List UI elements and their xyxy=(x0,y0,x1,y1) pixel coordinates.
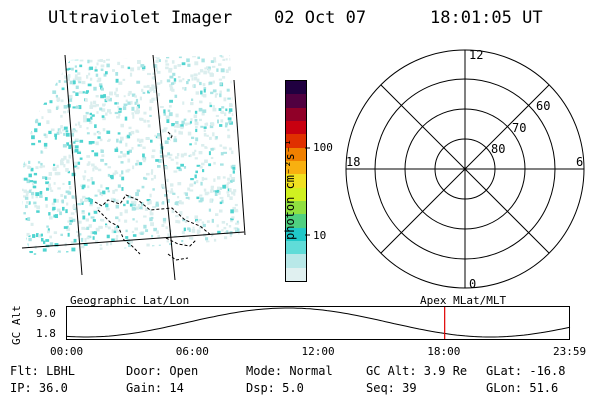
orbit-x-tick-label: 12:00 xyxy=(301,345,335,358)
color-scale-bar xyxy=(285,80,307,282)
lat-label-80: 80 xyxy=(491,142,505,156)
color-scale-segment xyxy=(286,174,306,188)
color-scale-segment xyxy=(286,161,306,175)
color-scale-segment xyxy=(286,214,306,228)
geographic-image-panel xyxy=(21,54,246,281)
lat-label-70: 70 xyxy=(512,121,526,135)
orbit-x-tick-label: 00:00 xyxy=(50,345,84,358)
lat-label-60: 60 xyxy=(536,99,550,113)
color-scale-ticks xyxy=(305,147,310,236)
color-scale-unit-label: photon cm⁻²s⁻¹ xyxy=(283,138,297,240)
orbit-x-tick-label: 06:00 xyxy=(175,345,209,358)
color-scale-segment xyxy=(286,134,306,148)
orbit-right-label: Apex MLat/MLT xyxy=(420,294,507,307)
color-scale-tick-100: 100 xyxy=(313,141,333,154)
orbit-altitude-curve xyxy=(66,307,571,338)
gc-alt-info: GC Alt: 3.9 Re xyxy=(366,364,468,378)
color-scale-segment xyxy=(286,241,306,255)
color-scale-segment xyxy=(286,267,306,281)
color-scale-segment xyxy=(286,81,306,95)
ip-info: IP: 36.0 xyxy=(10,381,68,395)
polar-mlat-mlt-plot: 12 18 6 0 60 70 80 xyxy=(345,48,585,291)
color-scale-segment xyxy=(286,254,306,268)
observation-time: 18:01:05 UT xyxy=(430,8,543,28)
coastline xyxy=(94,131,213,261)
orbit-altitude-plot xyxy=(66,306,571,340)
mlt-label-18: 18 xyxy=(346,155,360,169)
orbit-x-tick-label: 23:59 xyxy=(553,345,587,358)
orbit-y-min: 1.8 xyxy=(36,327,56,340)
instrument-title: Ultraviolet Imager xyxy=(48,8,233,28)
door-info: Door: Open xyxy=(126,364,199,378)
orbit-y-max: 9.0 xyxy=(36,307,56,320)
color-scale-segment xyxy=(286,94,306,108)
color-scale-segment xyxy=(286,107,306,122)
gain-info: Gain: 14 xyxy=(126,381,184,395)
orbit-left-label: Geographic Lat/Lon xyxy=(70,294,190,307)
observation-date: 02 Oct 07 xyxy=(274,8,367,28)
uv-emission-speckles xyxy=(22,55,240,255)
color-scale-segment xyxy=(286,187,306,202)
color-scale-tick-10: 10 xyxy=(313,229,327,242)
orbit-axis-label: GC Alt xyxy=(10,305,23,345)
mlt-label-0: 0 xyxy=(469,277,476,291)
color-scale-segment xyxy=(286,201,306,215)
geographic-grid xyxy=(21,54,246,281)
mlt-label-12: 12 xyxy=(469,48,483,62)
orbit-x-tick-label: 18:00 xyxy=(427,345,461,358)
color-scale-segment xyxy=(286,227,306,242)
mlt-label-6: 6 xyxy=(576,155,583,169)
color-scale-segment xyxy=(286,147,306,162)
color-scale-segment xyxy=(286,121,306,135)
seq-info: Seq: 39 xyxy=(366,381,417,395)
glat-info: GLat: -16.8 xyxy=(486,364,566,378)
glon-info: GLon: 51.6 xyxy=(486,381,559,395)
filter-info: Flt: LBHL xyxy=(10,364,76,378)
mode-info: Mode: Normal xyxy=(246,364,333,378)
dsp-info: Dsp: 5.0 xyxy=(246,381,304,395)
